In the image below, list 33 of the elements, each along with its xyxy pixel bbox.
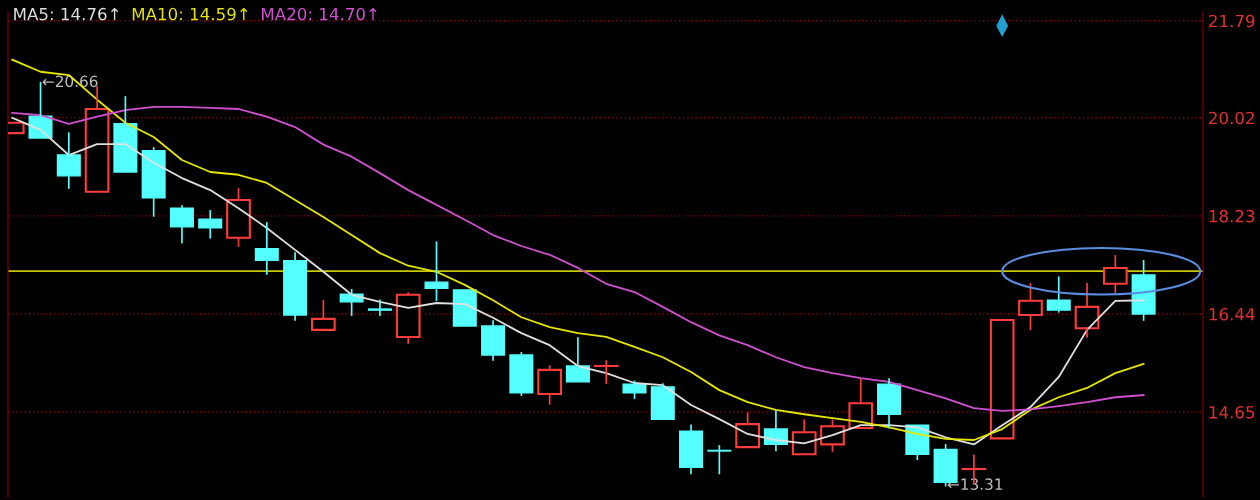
candlestick [679, 424, 704, 475]
y-tick-label: 18.23 [1209, 209, 1255, 223]
candlestick [311, 299, 336, 331]
candlestick [113, 96, 138, 173]
text: MA20: 14.70↑ [262, 7, 377, 21]
annotation: ←13.31 [947, 478, 1003, 490]
y-tick-label: 14.65 [1209, 406, 1255, 419]
y-tick-label: 20.02 [1209, 111, 1254, 125]
candlestick [989, 318, 1015, 440]
candlestick [650, 383, 675, 420]
candlestick [367, 299, 392, 316]
candlestick [1102, 255, 1128, 293]
candlestick [56, 132, 81, 189]
candlestick [395, 292, 421, 344]
line-series [11, 58, 1145, 441]
candlestick [593, 360, 619, 384]
candlestick [791, 419, 817, 456]
candlestick [169, 205, 194, 244]
candlestick [198, 210, 223, 239]
candlestick [254, 222, 279, 275]
candlestick [283, 252, 308, 321]
candlestick [452, 289, 477, 327]
candlestick [1046, 276, 1071, 313]
candlestick [84, 86, 110, 193]
text: MA5: 14.76↑ [14, 7, 119, 21]
text: MA10: 14.59↑ [132, 7, 248, 21]
y-tick-label: 16.44 [1209, 307, 1255, 321]
candlestick [565, 337, 590, 383]
y-tick-label: 21.79 [1209, 14, 1255, 28]
candlestick [481, 320, 506, 361]
candlestick [1074, 282, 1100, 338]
candlestick [509, 352, 534, 396]
candlestick [877, 378, 902, 429]
